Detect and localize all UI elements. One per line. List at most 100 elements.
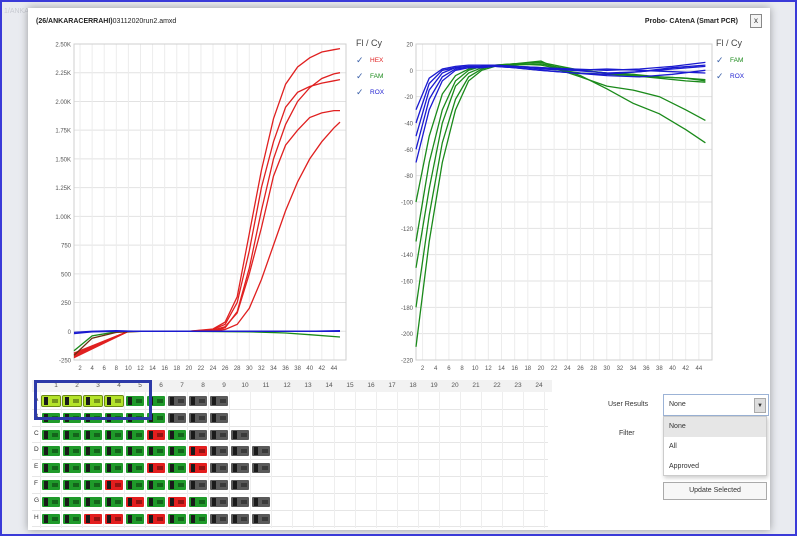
well-b7[interactable] bbox=[168, 412, 186, 423]
well-e10[interactable] bbox=[231, 463, 249, 474]
well-g5[interactable] bbox=[126, 496, 144, 507]
column-header-20[interactable]: 20 bbox=[451, 382, 459, 389]
well-a6[interactable] bbox=[147, 396, 165, 406]
well-d10[interactable] bbox=[231, 446, 249, 457]
well-c10[interactable] bbox=[231, 429, 249, 440]
user-results-select[interactable]: None ▼ bbox=[663, 394, 769, 416]
well-a1[interactable] bbox=[41, 395, 61, 407]
well-g8[interactable] bbox=[189, 496, 207, 507]
well-e11[interactable] bbox=[252, 463, 270, 474]
well-f3[interactable] bbox=[84, 480, 102, 490]
option-approved[interactable]: Approved bbox=[669, 463, 699, 470]
well-e6[interactable] bbox=[147, 463, 165, 474]
well-h2[interactable] bbox=[63, 513, 81, 524]
column-header-9[interactable]: 9 bbox=[222, 382, 226, 389]
well-d2[interactable] bbox=[63, 446, 81, 457]
well-g11[interactable] bbox=[252, 496, 270, 507]
well-d6[interactable] bbox=[147, 446, 165, 457]
column-header-7[interactable]: 7 bbox=[180, 382, 184, 389]
well-g2[interactable] bbox=[63, 496, 81, 507]
chevron-down-icon[interactable]: ▼ bbox=[754, 398, 766, 413]
row-label-b[interactable]: B bbox=[34, 412, 39, 420]
well-c2[interactable] bbox=[63, 429, 81, 440]
well-h11[interactable] bbox=[252, 513, 270, 524]
column-header-8[interactable]: 8 bbox=[201, 382, 205, 389]
option-none[interactable]: None bbox=[664, 417, 766, 437]
column-header-16[interactable]: 16 bbox=[367, 382, 375, 389]
legend-item-fam[interactable]: ✓ FAM bbox=[356, 70, 384, 81]
row-label-d[interactable]: D bbox=[34, 446, 39, 454]
well-h8[interactable] bbox=[189, 513, 207, 524]
option-all[interactable]: All bbox=[669, 443, 677, 450]
legend-item-rox[interactable]: ✓ ROX bbox=[716, 70, 745, 81]
well-c1[interactable] bbox=[42, 429, 60, 440]
well-g7[interactable] bbox=[168, 496, 186, 507]
column-header-11[interactable]: 11 bbox=[262, 382, 270, 389]
well-h4[interactable] bbox=[105, 513, 123, 524]
well-a7[interactable] bbox=[168, 396, 186, 406]
column-header-21[interactable]: 21 bbox=[472, 382, 480, 389]
well-d7[interactable] bbox=[168, 446, 186, 457]
column-header-14[interactable]: 14 bbox=[325, 382, 333, 389]
well-f9[interactable] bbox=[210, 480, 228, 490]
row-label-g[interactable]: G bbox=[34, 496, 40, 504]
well-h10[interactable] bbox=[231, 513, 249, 524]
well-g9[interactable] bbox=[210, 496, 228, 507]
well-f7[interactable] bbox=[168, 480, 186, 490]
well-b9[interactable] bbox=[210, 412, 228, 423]
column-header-2[interactable]: 2 bbox=[75, 382, 79, 389]
well-e8[interactable] bbox=[189, 463, 207, 474]
well-h3[interactable] bbox=[84, 513, 102, 524]
update-selected-button[interactable]: Update Selected bbox=[663, 482, 767, 500]
column-header-5[interactable]: 5 bbox=[138, 382, 142, 389]
well-e7[interactable] bbox=[168, 463, 186, 474]
well-a9[interactable] bbox=[210, 396, 228, 406]
well-b6[interactable] bbox=[147, 412, 165, 423]
column-header-18[interactable]: 18 bbox=[409, 382, 417, 389]
legend-item-hex[interactable]: ✓ HEX bbox=[356, 54, 384, 65]
well-c7[interactable] bbox=[168, 429, 186, 440]
column-header-15[interactable]: 15 bbox=[346, 382, 354, 389]
well-b2[interactable] bbox=[63, 412, 81, 423]
well-e3[interactable] bbox=[84, 463, 102, 474]
well-b3[interactable] bbox=[84, 412, 102, 423]
well-d5[interactable] bbox=[126, 446, 144, 457]
well-f5[interactable] bbox=[126, 480, 144, 490]
well-e4[interactable] bbox=[105, 463, 123, 474]
well-h7[interactable] bbox=[168, 513, 186, 524]
well-f6[interactable] bbox=[147, 480, 165, 490]
well-f1[interactable] bbox=[42, 480, 60, 490]
column-header-1[interactable]: 1 bbox=[54, 382, 58, 389]
well-c9[interactable] bbox=[210, 429, 228, 440]
row-label-e[interactable]: E bbox=[34, 463, 39, 471]
well-f8[interactable] bbox=[189, 480, 207, 490]
well-g6[interactable] bbox=[147, 496, 165, 507]
well-d9[interactable] bbox=[210, 446, 228, 457]
column-header-19[interactable]: 19 bbox=[430, 382, 438, 389]
column-header-10[interactable]: 10 bbox=[241, 382, 249, 389]
well-e1[interactable] bbox=[42, 463, 60, 474]
well-e9[interactable] bbox=[210, 463, 228, 474]
column-header-3[interactable]: 3 bbox=[96, 382, 100, 389]
well-a8[interactable] bbox=[189, 396, 207, 406]
row-label-a[interactable]: A bbox=[34, 396, 39, 403]
well-c5[interactable] bbox=[126, 429, 144, 440]
column-header-12[interactable]: 12 bbox=[283, 382, 291, 389]
column-header-4[interactable]: 4 bbox=[117, 382, 121, 389]
column-header-17[interactable]: 17 bbox=[388, 382, 396, 389]
well-e2[interactable] bbox=[63, 463, 81, 474]
well-d4[interactable] bbox=[105, 446, 123, 457]
column-header-22[interactable]: 22 bbox=[493, 382, 501, 389]
well-f2[interactable] bbox=[63, 480, 81, 490]
well-a4[interactable] bbox=[104, 395, 124, 407]
well-g10[interactable] bbox=[231, 496, 249, 507]
close-button[interactable]: x bbox=[750, 14, 762, 28]
row-label-h[interactable]: H bbox=[34, 513, 39, 521]
well-d8[interactable] bbox=[189, 446, 207, 457]
row-label-c[interactable]: C bbox=[34, 429, 39, 437]
well-c3[interactable] bbox=[84, 429, 102, 440]
well-h6[interactable] bbox=[147, 513, 165, 524]
row-label-f[interactable]: F bbox=[34, 480, 38, 487]
well-e5[interactable] bbox=[126, 463, 144, 474]
well-h1[interactable] bbox=[42, 513, 60, 524]
